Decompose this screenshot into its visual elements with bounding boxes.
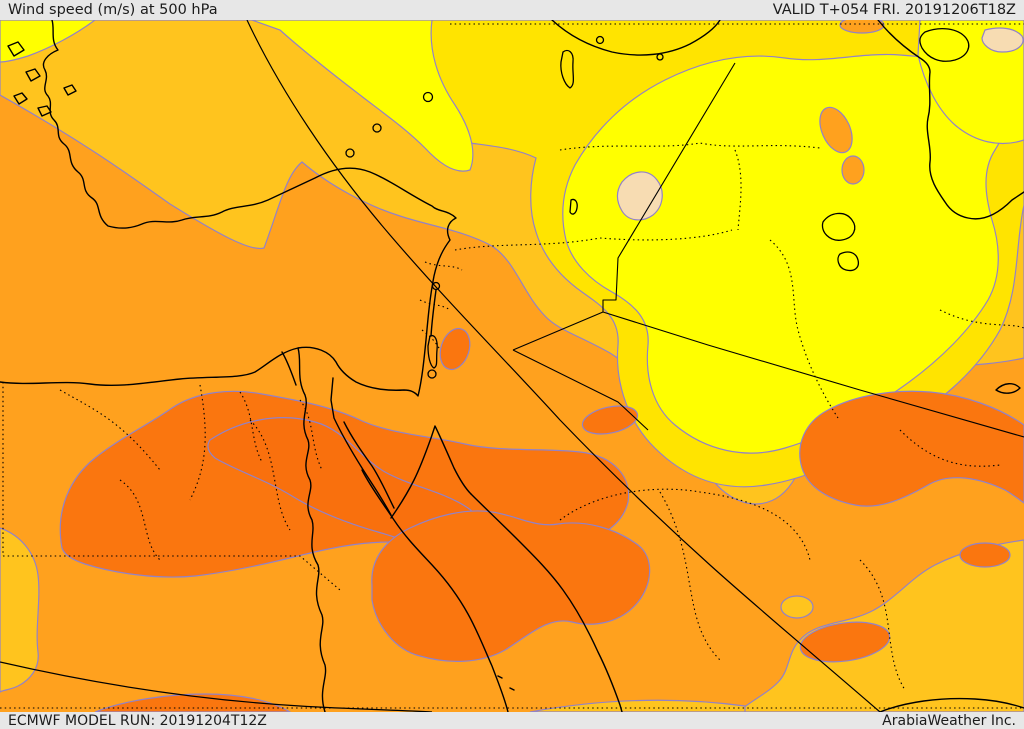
fill-bright-core [563,55,1007,454]
lake-elongated [560,49,575,89]
coast-islands-redsea [497,675,515,691]
lake-tuz [422,91,434,103]
border-egypt-admin-1 [59,384,291,561]
lake-beysehir [345,148,355,158]
coast-caspian [877,20,1024,220]
lake-deadsea [427,334,438,369]
border-iraq-saudi [602,311,1024,438]
wind-speed-map-svg [0,20,1024,712]
fill-dark-bottomcenter [372,511,650,661]
coast-gulf-tip [995,383,1021,394]
fill-dark-blob-jordan [580,401,640,438]
fill-orange-spot-3 [840,20,884,33]
contour-arc-main [246,20,881,712]
footer-bar: ECMWF MODEL RUN: 20191204T12Z ArabiaWeat… [0,712,1024,729]
fill-gold-bottomstrip [530,700,745,712]
lakes [345,27,970,379]
fill-cream-blob [618,172,663,220]
river-nile-branch [281,351,297,386]
fill-cream-corner [982,28,1023,52]
fill-dark-blob-se1 [960,543,1010,567]
lake-urmia [837,251,860,272]
map-canvas [0,20,1024,712]
valid-time-label: VALID T+054 FRI. 20191206T18Z [772,2,1016,18]
country-borders-dotted [0,23,1024,709]
contour-arc-bottomleft [0,661,433,712]
lake-sevan [919,27,970,62]
lake-van [821,212,856,241]
coast-aegean-islands [7,41,77,117]
lake-deadsea-south [427,369,437,379]
coast-redsea-east [470,493,623,712]
coast-aqaba [390,425,472,519]
coast-redsea-west [361,469,509,712]
border-jordan-iraq [512,311,604,351]
fill-gold-leftpocket [0,528,39,692]
fill-dark-blob-deadsea [435,325,475,374]
coastlines [0,20,1024,712]
lake-small-2 [656,53,664,61]
model-run-label: ECMWF MODEL RUN: 20191204T12Z [8,712,267,729]
fill-bright-tongue [252,20,473,171]
border-levant [419,261,463,351]
fill-dark-right [800,391,1024,506]
border-egypt-sudan [3,555,341,591]
country-borders-solid [512,62,1024,438]
lake-small-1 [595,35,605,45]
header-bar: Wind speed (m/s) at 500 hPa VALID T+054 … [0,0,1024,20]
coast-mediterranean [0,20,457,397]
brand-label: ArabiaWeather Inc. [882,712,1016,729]
border-syria-iraq [602,62,736,312]
border-egypt-admin-2 [239,391,323,471]
coast-suez-gulf [330,377,392,516]
lake-galilee [431,281,441,291]
coast-blacksea [551,20,721,56]
lake-asad [569,198,578,215]
wind-speed-fill-regions [0,20,1024,712]
coast-bottomright [879,697,1024,712]
fill-orange-spot-2 [842,156,864,184]
river-nile [297,347,327,712]
border-jordan-saudi [512,349,649,431]
fill-gold-oval [781,596,813,618]
border-iran-iraq [769,239,839,419]
lake-egirdir [372,123,382,133]
map-title: Wind speed (m/s) at 500 hPa [8,2,218,18]
border-saudi-admin-1 [559,488,811,661]
fill-dark-blob-se2 [798,617,892,667]
fill-orange-spot-1 [813,102,858,157]
fill-bright-topleft [0,20,95,62]
coast-suez-east [343,421,395,509]
river-jordan [430,289,437,337]
height-contour-arcs [0,20,881,712]
